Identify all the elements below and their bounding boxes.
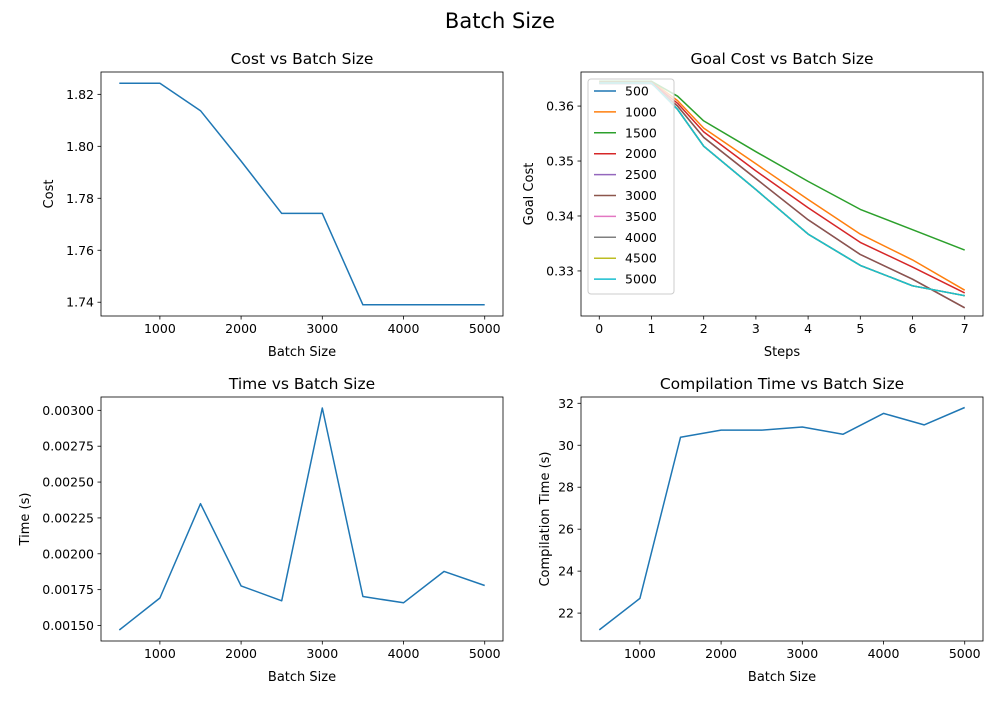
goal-cost-x-tick-label: 2	[700, 321, 708, 336]
time-axes-frame	[100, 396, 504, 642]
cost-y-tick-label: 1.80	[66, 139, 94, 154]
goal-cost-x-tick-label: 0	[595, 321, 603, 336]
compilation-time-chart: 1000 2000 3000 4000 5000 22 24 26 28 30 32 Compilat…	[538, 375, 984, 685]
cost-x-tick-label: 3000	[306, 321, 338, 336]
legend-label-2500: 2500	[625, 167, 657, 182]
goal-cost-x-tick-label: 1	[648, 321, 656, 336]
legend-label-4500: 4500	[625, 251, 657, 266]
goal-cost-chart: 0 1 2 3 4 5 6 7 0.33 0.34 0.35 0.36 Goal Cost vs Bat…	[522, 50, 984, 360]
goal-cost-x-tick-label: 3	[752, 321, 760, 336]
time-y-tick-label: 0.00225	[42, 510, 94, 525]
compilation-time-series-group	[598, 406, 965, 631]
compilation-time-x-axis-label: Batch Size	[748, 670, 816, 685]
compilation-time-y-tick-label: 32	[558, 396, 574, 411]
cost-series-line	[119, 82, 485, 306]
compilation-time-chart-title: Compilation Time vs Batch Size	[660, 375, 904, 393]
cost-y-tick-label: 1.78	[66, 191, 94, 206]
time-chart-title: Time vs Batch Size	[228, 375, 375, 393]
cost-y-tick-label: 1.82	[66, 87, 94, 102]
time-y-axis-label: Time (s)	[18, 493, 33, 547]
cost-x-tick-label: 1000	[144, 321, 176, 336]
time-y-tick-label: 0.00250	[42, 475, 94, 490]
cost-x-tick-label: 4000	[388, 321, 420, 336]
goal-cost-y-tick-label: 0.36	[546, 99, 574, 114]
legend-label-1500: 1500	[625, 125, 657, 140]
cost-x-tick-label: 2000	[225, 321, 257, 336]
time-x-tick-label: 2000	[225, 646, 257, 661]
compilation-time-x-tick-label: 4000	[868, 646, 900, 661]
goal-cost-y-tick-label: 0.33	[546, 263, 574, 278]
time-y-tick-label: 0.00300	[42, 403, 94, 418]
goal-cost-y-axis-label: Goal Cost	[522, 163, 537, 226]
time-y-tick-label: 0.00275	[42, 439, 94, 454]
legend-label-3000: 3000	[625, 188, 657, 203]
time-x-tick-label: 5000	[469, 646, 501, 661]
goal-cost-x-axis-label: Steps	[764, 345, 801, 360]
goal-cost-y-tick-label: 0.35	[546, 154, 574, 169]
cost-y-axis-label: Cost	[42, 180, 57, 209]
legend-label-5000: 5000	[625, 272, 657, 287]
cost-chart-title: Cost vs Batch Size	[231, 50, 374, 68]
time-y-tick-label: 0.00150	[42, 618, 94, 633]
time-x-tick-label: 4000	[388, 646, 420, 661]
compilation-time-series-line	[598, 406, 965, 631]
time-chart: 1000 2000 3000 4000 5000 0.00150 0.00175 0.0020…	[18, 375, 504, 685]
time-y-tick-label: 0.00200	[42, 546, 94, 561]
cost-y-tick-label: 1.76	[66, 243, 94, 258]
compilation-time-x-tick-label: 1000	[624, 646, 656, 661]
compilation-time-y-tick-label: 22	[558, 606, 574, 621]
cost-chart: 1000 2000 3000 4000 5000 1.74 1.76 1.78 1.80 1.82…	[42, 50, 504, 360]
goal-cost-x-tick-label: 5	[856, 321, 864, 336]
cost-x-tick-label: 5000	[469, 321, 501, 336]
goal-cost-axes-frame	[580, 71, 984, 317]
goal-cost-x-tick-label: 7	[961, 321, 969, 336]
compilation-time-axes-frame	[580, 396, 984, 642]
time-y-tick-label: 0.00175	[42, 582, 94, 597]
time-x-axis-label: Batch Size	[268, 670, 336, 685]
cost-y-tick-label: 1.74	[66, 295, 94, 310]
figure-title: Batch Size	[444, 9, 556, 33]
compilation-time-y-tick-label: 26	[558, 522, 574, 537]
time-series-line	[118, 407, 485, 631]
legend-label-4000: 4000	[625, 230, 657, 245]
goal-cost-legend: 500 1000 1500 2000 2500 3000 3500 4000 4500 5000	[587, 78, 675, 295]
time-x-tick-label: 1000	[144, 646, 176, 661]
legend-label-1000: 1000	[625, 104, 657, 119]
cost-series-group	[119, 82, 485, 306]
compilation-time-x-tick-label: 2000	[705, 646, 737, 661]
compilation-time-y-tick-label: 28	[558, 480, 574, 495]
time-x-tick-label: 3000	[306, 646, 338, 661]
legend-label-500: 500	[625, 84, 649, 99]
compilation-time-x-tick-label: 5000	[949, 646, 981, 661]
compilation-time-x-tick-label: 3000	[786, 646, 818, 661]
compilation-time-y-tick-label: 24	[558, 564, 574, 579]
compilation-time-y-tick-label: 30	[558, 438, 574, 453]
goal-cost-y-tick-label: 0.34	[546, 208, 574, 223]
goal-cost-chart-title: Goal Cost vs Batch Size	[690, 50, 873, 68]
legend-label-2000: 2000	[625, 146, 657, 161]
compilation-time-y-axis-label: Compilation Time (s)	[538, 451, 553, 586]
legend-label-3500: 3500	[625, 209, 657, 224]
cost-axes-frame	[100, 71, 504, 317]
goal-cost-x-tick-label: 4	[804, 321, 812, 336]
cost-x-axis-label: Batch Size	[268, 345, 336, 360]
goal-cost-x-tick-label: 6	[909, 321, 917, 336]
time-series-group	[118, 407, 485, 631]
